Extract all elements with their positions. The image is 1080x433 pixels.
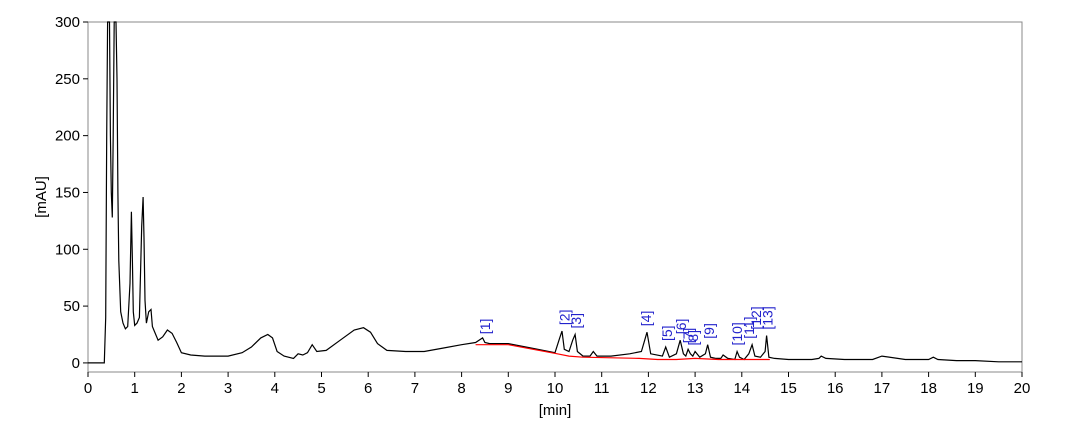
x-tick-label: 8: [457, 380, 465, 397]
x-axis-label: [min]: [539, 402, 572, 419]
x-tick-label: 15: [780, 380, 797, 397]
y-tick-label: 150: [55, 184, 80, 201]
peak-label: [6]: [673, 319, 689, 335]
x-tick-label: 0: [84, 380, 92, 397]
y-tick-label: 100: [55, 241, 80, 258]
y-tick-label: 0: [72, 355, 80, 372]
peak-label: [1]: [477, 319, 493, 335]
y-tick-label: 250: [55, 71, 80, 88]
y-axis-label: [mAU]: [33, 176, 50, 218]
x-tick-label: 20: [1014, 380, 1031, 397]
peak-label: [11]: [741, 316, 757, 338]
peak-label: [13]: [759, 306, 775, 329]
x-tick-label: 7: [411, 380, 419, 397]
x-tick-label: 1: [131, 380, 139, 397]
peak-label: [8]: [685, 330, 701, 346]
x-tick-label: 5: [317, 380, 325, 397]
chromatogram-trace: [88, 21, 1022, 364]
x-axis-ticks: 0 1 2 3 4 5 6 7 8 9 10 11 12 13 14 15 16 17 18 19 20: [84, 372, 1031, 397]
peak-label: [12]: [748, 306, 764, 329]
peak-label: [10]: [729, 322, 745, 345]
peak-label: [4]: [638, 311, 654, 327]
y-axis-ticks: 0 50 100 150 200 250 300: [55, 14, 88, 372]
peak-label: [5]: [659, 325, 675, 341]
x-tick-label: 19: [967, 380, 984, 397]
peak-labels: [1] [2][3] [4] [5][6][7][8] [9] [10][11][12][…: [477, 306, 776, 345]
peak-label: [9]: [701, 323, 717, 339]
x-tick-label: 2: [177, 380, 185, 397]
x-tick-label: 11: [594, 380, 610, 397]
x-tick-label: 6: [364, 380, 372, 397]
x-tick-label: 17: [874, 380, 891, 397]
peak-label: [7]: [680, 328, 696, 344]
peak-label: [3]: [568, 313, 584, 329]
x-tick-label: 13: [687, 380, 704, 397]
peak-label: [2]: [556, 310, 572, 326]
x-tick-label: 16: [827, 380, 844, 397]
plot-frame: [87, 21, 1023, 373]
y-tick-label: 200: [55, 128, 80, 145]
y-tick-label: 50: [63, 298, 80, 315]
x-tick-label: 9: [504, 380, 512, 397]
integration-baseline: [475, 344, 770, 361]
x-tick-label: 14: [733, 380, 750, 397]
x-tick-label: 4: [271, 380, 279, 397]
x-tick-label: 12: [640, 380, 657, 397]
x-tick-label: 10: [547, 380, 564, 397]
x-tick-label: 18: [920, 380, 937, 397]
x-tick-label: 3: [224, 380, 232, 397]
y-tick-label: 300: [55, 14, 80, 31]
